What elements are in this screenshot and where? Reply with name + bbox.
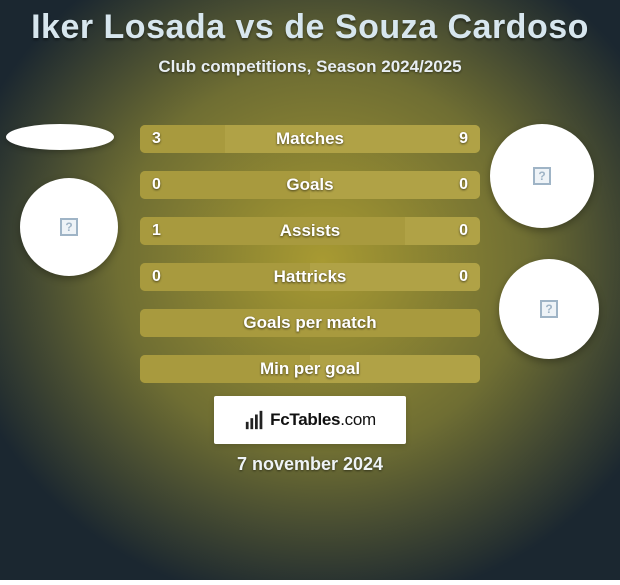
player-avatar-right-2: ? [499, 259, 599, 359]
stat-label: 0Hattricks0 [140, 263, 480, 291]
stat-name: Matches [140, 129, 480, 149]
subtitle: Club competitions, Season 2024/2025 [0, 57, 620, 77]
stat-row: 3Matches9 [140, 125, 480, 153]
brand-text-primary: FcTables [270, 410, 340, 429]
stat-name: Goals per match [140, 313, 480, 333]
stat-name: Assists [140, 221, 480, 241]
player-avatar-right-1: ? [490, 124, 594, 228]
decorative-ellipse [6, 124, 114, 150]
stat-label: 0Goals0 [140, 171, 480, 199]
stat-label: Min per goal [140, 355, 480, 383]
placeholder-icon: ? [533, 167, 551, 185]
stat-row: 1Assists0 [140, 217, 480, 245]
stat-name: Hattricks [140, 267, 480, 287]
stat-label: 3Matches9 [140, 125, 480, 153]
chart-icon [244, 409, 266, 431]
date-text: 7 november 2024 [0, 454, 620, 475]
stat-row: Min per goal [140, 355, 480, 383]
placeholder-icon: ? [540, 300, 558, 318]
comparison-bars: 3Matches9 0Goals0 1Assists0 0Hattricks0 Goal… [140, 125, 480, 401]
stat-label: 1Assists0 [140, 217, 480, 245]
stat-name: Min per goal [140, 359, 480, 379]
stat-row: 0Hattricks0 [140, 263, 480, 291]
placeholder-icon: ? [60, 218, 78, 236]
stat-row: 0Goals0 [140, 171, 480, 199]
page-title: Iker Losada vs de Souza Cardoso [0, 0, 620, 47]
brand-text: FcTables.com [270, 410, 376, 430]
brand-logo: FcTables.com [214, 396, 406, 444]
stat-row: Goals per match [140, 309, 480, 337]
stat-name: Goals [140, 175, 480, 195]
brand-text-secondary: .com [340, 410, 376, 429]
stat-label: Goals per match [140, 309, 480, 337]
player-avatar-left: ? [20, 178, 118, 276]
